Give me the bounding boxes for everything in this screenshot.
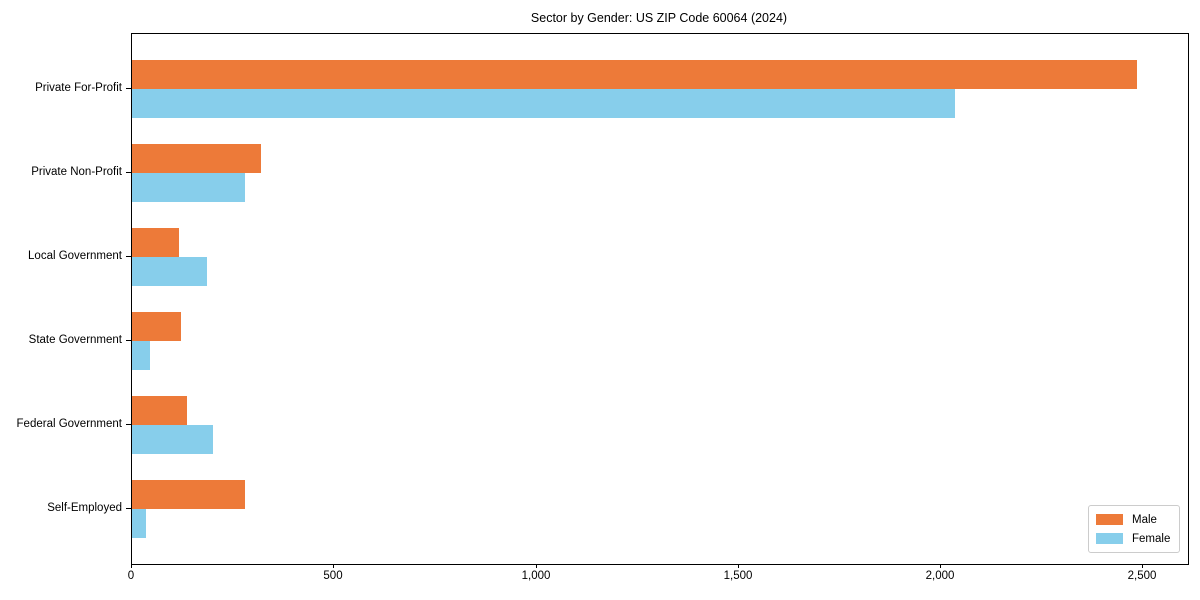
- x-axis-tick-2000: [940, 564, 941, 568]
- bar-male-federal-government: [132, 396, 187, 425]
- bar-male-private-non-profit: [132, 144, 261, 173]
- y-axis-tick-federal-government: [126, 424, 131, 425]
- legend: Male Female: [1088, 505, 1180, 553]
- chart-title: Sector by Gender: US ZIP Code 60064 (202…: [530, 11, 788, 25]
- legend-item-female: Female: [1096, 530, 1172, 547]
- x-axis-tick-label-2000: 2,000: [925, 570, 955, 582]
- x-axis-tick-500: [333, 564, 334, 568]
- y-axis-label-local-government: Local Government: [28, 250, 122, 262]
- legend-label-male: Male: [1132, 513, 1157, 526]
- y-axis-tick-state-government: [126, 340, 131, 341]
- x-axis-tick-0: [131, 564, 132, 568]
- bar-male-local-government: [132, 228, 179, 257]
- x-axis-tick-label-1500: 1,500: [723, 570, 753, 582]
- y-axis-label-self-employed: Self-Employed: [47, 502, 122, 514]
- x-axis-tick-1500: [738, 564, 739, 568]
- legend-swatch-male: [1096, 514, 1123, 525]
- bar-male-self-employed: [132, 480, 245, 509]
- y-axis-label-federal-government: Federal Government: [16, 418, 122, 430]
- y-axis-tick-self-employed: [126, 508, 131, 509]
- bar-female-federal-government: [132, 425, 213, 454]
- bar-male-private-for-profit: [132, 60, 1137, 89]
- bar-female-private-for-profit: [132, 89, 955, 118]
- x-axis-tick-2500: [1142, 564, 1143, 568]
- bar-female-state-government: [132, 341, 150, 370]
- y-axis-label-private-non-profit: Private Non-Profit: [31, 166, 122, 178]
- y-axis-tick-private-non-profit: [126, 172, 131, 173]
- plot-area: [131, 33, 1189, 565]
- x-axis-tick-label-0: 0: [127, 570, 135, 582]
- x-axis-tick-label-1000: 1,000: [521, 570, 551, 582]
- x-axis-tick-label-500: 500: [323, 570, 343, 582]
- legend-swatch-female: [1096, 533, 1123, 544]
- y-axis-label-private-for-profit: Private For-Profit: [35, 82, 122, 94]
- bar-female-private-non-profit: [132, 173, 245, 202]
- y-axis-label-state-government: State Government: [28, 334, 122, 346]
- x-axis-tick-1000: [536, 564, 537, 568]
- y-axis-tick-local-government: [126, 256, 131, 257]
- legend-label-female: Female: [1132, 532, 1171, 545]
- legend-item-male: Male: [1096, 511, 1172, 528]
- bar-female-local-government: [132, 257, 207, 286]
- bar-male-state-government: [132, 312, 181, 341]
- x-axis-tick-label-2500: 2,500: [1127, 570, 1157, 582]
- bar-female-self-employed: [132, 509, 146, 538]
- y-axis-tick-private-for-profit: [126, 88, 131, 89]
